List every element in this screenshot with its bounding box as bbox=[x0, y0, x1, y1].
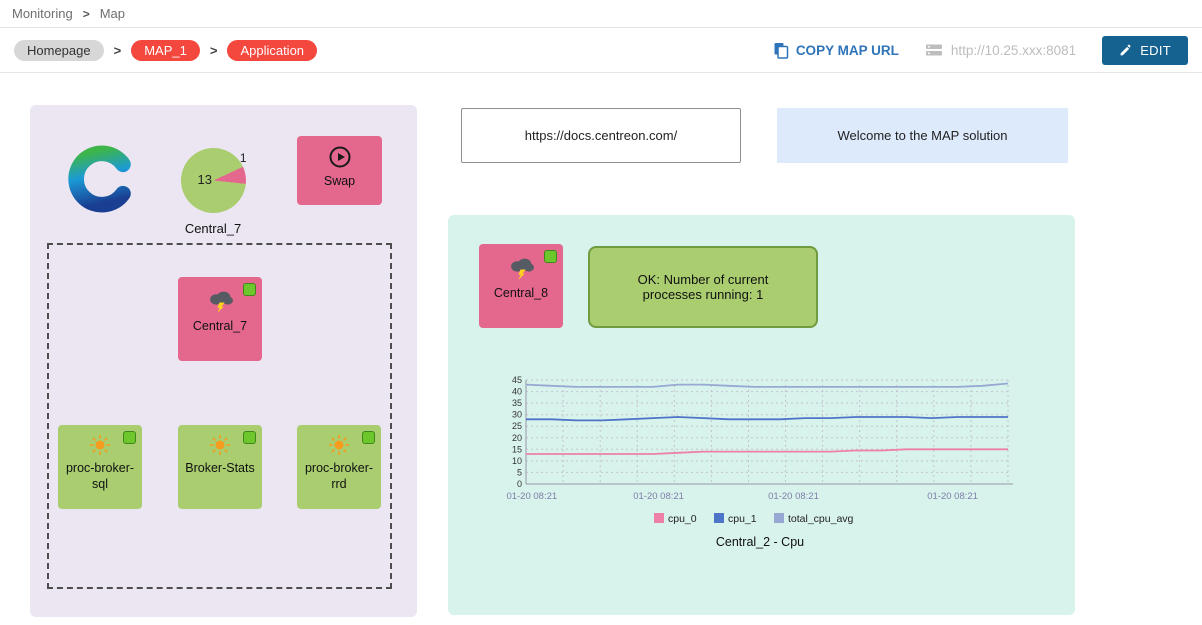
pie-chart: 13 1 bbox=[180, 148, 247, 213]
svg-text:40: 40 bbox=[512, 387, 522, 397]
svg-text:30: 30 bbox=[512, 410, 522, 420]
breadcrumb: Monitoring > Map bbox=[12, 0, 125, 27]
server-icon bbox=[925, 44, 942, 56]
node-proc-broker-sql[interactable]: proc-broker-sql bbox=[58, 425, 142, 509]
svg-text:total_cpu_avg: total_cpu_avg bbox=[788, 513, 854, 525]
svg-text:01-20 08:21: 01-20 08:21 bbox=[506, 491, 557, 502]
svg-text:01-20 08:21: 01-20 08:21 bbox=[927, 491, 978, 502]
node-label: proc-broker-rrd bbox=[304, 461, 374, 491]
toolbar-actions: COPY MAP URL http://10.25.xxx:8081 EDIT bbox=[773, 35, 1188, 65]
svg-text:0: 0 bbox=[517, 479, 522, 489]
node-centreon-logo[interactable] bbox=[63, 145, 137, 218]
chevron-right-icon: > bbox=[209, 42, 218, 58]
path-pill-homepage[interactable]: Homepage bbox=[14, 39, 104, 61]
chevron-right-icon: > bbox=[113, 42, 122, 58]
chart-widget: 0 5 10 15 20 25 30 35 40 45 01-20 08:21 01-20 08:21… bbox=[490, 372, 1030, 562]
breadcrumb-monitoring[interactable]: Monitoring bbox=[12, 6, 73, 21]
svg-text:5: 5 bbox=[517, 467, 522, 477]
path-pill-map1[interactable]: MAP_1 bbox=[131, 39, 200, 61]
node-central7-pie[interactable]: 13 1 Central_7 bbox=[168, 148, 258, 236]
node-label: Swap bbox=[323, 174, 356, 188]
left-group-panel: 13 1 Central_7 Swap Central_7 bbox=[30, 105, 417, 617]
pie-slice-value: 1 bbox=[239, 151, 247, 165]
map-toolbar: Homepage > MAP_1 > Application COPY MAP … bbox=[0, 27, 1202, 73]
map-path: Homepage > MAP_1 > Application bbox=[14, 39, 318, 61]
server-url-text: http://10.25.xxx:8081 bbox=[950, 42, 1077, 58]
path-pill-application[interactable]: Application bbox=[227, 39, 318, 61]
node-broker-stats[interactable]: Broker-Stats bbox=[178, 425, 262, 509]
sun-icon bbox=[90, 435, 110, 455]
svg-text:01-20 08:21: 01-20 08:21 bbox=[768, 491, 819, 502]
node-label: proc-broker-sql bbox=[65, 461, 135, 491]
sun-icon bbox=[210, 435, 230, 455]
svg-text:Central_2 - Cpu: Central_2 - Cpu bbox=[716, 535, 804, 549]
sun-icon bbox=[329, 435, 349, 455]
status-ok-square bbox=[544, 250, 557, 263]
node-label: Broker-Stats bbox=[185, 461, 255, 475]
node-label: Central_7 bbox=[184, 221, 242, 236]
svg-text:cpu_0: cpu_0 bbox=[668, 513, 697, 525]
node-proc-broker-rrd[interactable]: proc-broker-rrd bbox=[297, 425, 381, 509]
status-ok-square bbox=[243, 283, 256, 296]
welcome-widget: Welcome to the MAP solution bbox=[777, 108, 1068, 163]
pencil-icon bbox=[1120, 44, 1131, 55]
status-output-widget[interactable]: OK: Number of current processes running:… bbox=[588, 246, 818, 328]
svg-text:25: 25 bbox=[512, 421, 522, 431]
copy-icon bbox=[774, 42, 789, 59]
svg-text:20: 20 bbox=[512, 433, 522, 443]
edit-button-label: EDIT bbox=[1140, 42, 1171, 58]
server-url: http://10.25.xxx:8081 bbox=[925, 43, 1076, 58]
breadcrumb-map[interactable]: Map bbox=[99, 6, 126, 21]
pie-total-value: 13 bbox=[197, 172, 212, 187]
play-icon bbox=[329, 146, 350, 168]
svg-text:01-20 08:21: 01-20 08:21 bbox=[633, 491, 684, 502]
node-central7[interactable]: Central_7 bbox=[178, 277, 262, 361]
node-label: Central_8 bbox=[493, 286, 549, 300]
storm-cloud-icon bbox=[209, 291, 233, 313]
chevron-right-icon: > bbox=[82, 6, 90, 21]
copy-map-url-label: COPY MAP URL bbox=[795, 42, 899, 58]
group-boundary bbox=[47, 243, 392, 589]
svg-text:cpu_1: cpu_1 bbox=[728, 513, 757, 525]
edit-button[interactable]: EDIT bbox=[1102, 35, 1188, 65]
status-ok-square bbox=[123, 431, 136, 444]
centreon-logo-icon bbox=[68, 145, 131, 213]
right-group-panel: Central_8 OK: Number of current processe… bbox=[448, 215, 1075, 615]
node-swap[interactable]: Swap bbox=[297, 136, 382, 205]
status-output-text: OK: Number of current processes running:… bbox=[637, 272, 769, 302]
svg-text:45: 45 bbox=[512, 375, 522, 385]
storm-cloud-icon bbox=[510, 258, 534, 280]
status-ok-square bbox=[243, 431, 256, 444]
status-ok-square bbox=[362, 431, 375, 444]
svg-text:15: 15 bbox=[512, 444, 522, 454]
welcome-text: Welcome to the MAP solution bbox=[837, 128, 1008, 143]
copy-map-url-button[interactable]: COPY MAP URL bbox=[773, 42, 899, 59]
docs-link-widget[interactable]: https://docs.centreon.com/ bbox=[461, 108, 741, 163]
svg-text:35: 35 bbox=[512, 398, 522, 408]
node-central8[interactable]: Central_8 bbox=[479, 244, 563, 328]
svg-text:10: 10 bbox=[512, 456, 522, 466]
docs-link-text: https://docs.centreon.com/ bbox=[524, 128, 678, 143]
node-label: Central_7 bbox=[192, 319, 248, 333]
